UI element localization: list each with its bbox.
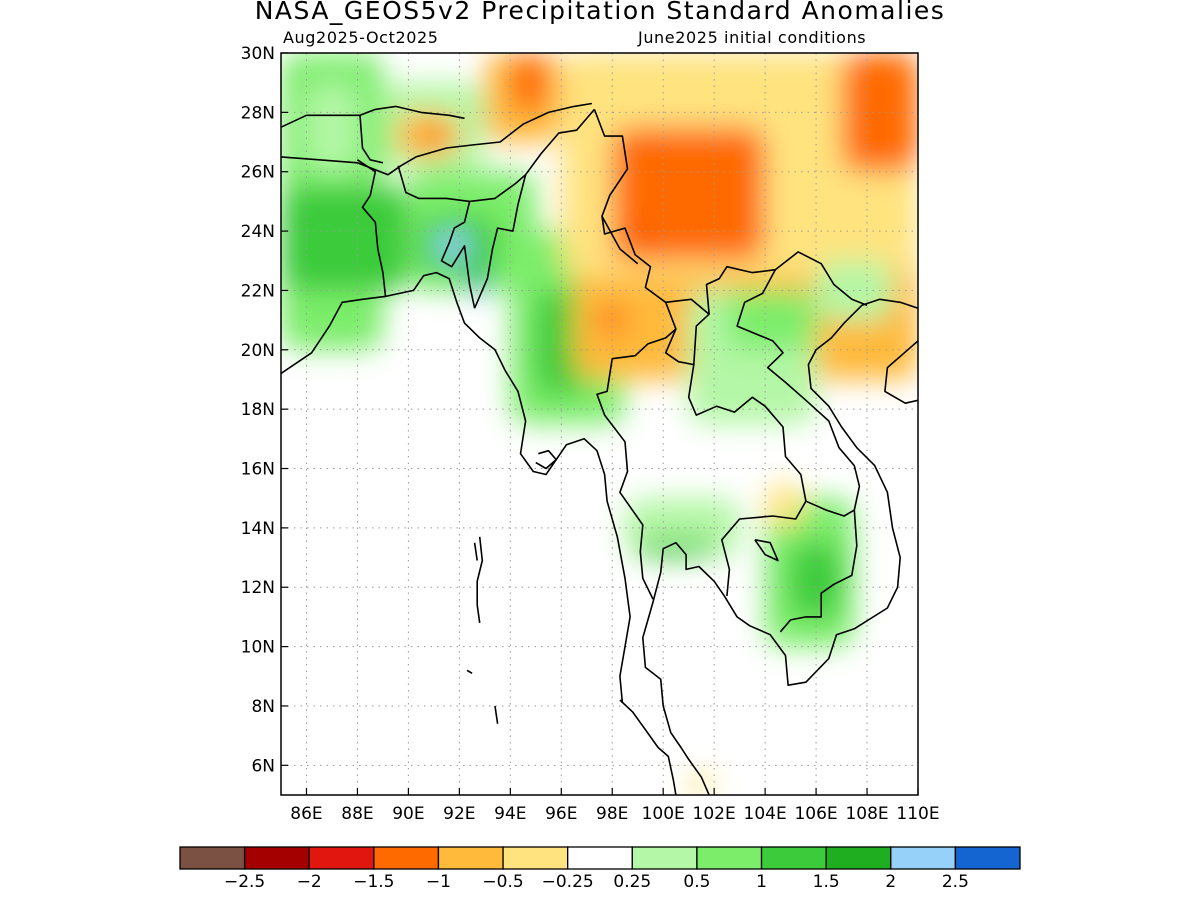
- colorbar-swatch: [825, 846, 892, 870]
- x-tick-label: 98E: [596, 804, 628, 824]
- colorbar-swatch: [890, 846, 957, 870]
- colorbar-swatch: [373, 846, 440, 870]
- y-tick-label: 10N: [241, 638, 275, 658]
- colorbar: −2.5 −2 −1.5 −1 −0.5 −0.25 0.25 0.5 1 1.5 2 2.5: [179, 846, 1021, 892]
- map-axes: 86E 88E 90E 92E 94E 96E 98E 100E 102E 104E 106E 108…: [241, 44, 940, 824]
- y-tick-label: 26N: [241, 163, 275, 183]
- x-tick-label: 86E: [290, 804, 322, 824]
- y-tick-label: 22N: [241, 281, 275, 301]
- anomaly-region: [612, 127, 766, 261]
- anomaly-region: [688, 774, 715, 795]
- y-tick-label: 12N: [241, 578, 275, 598]
- map-frame: [280, 52, 919, 796]
- coastline-segment: [535, 449, 557, 470]
- coastline-segment: [642, 298, 918, 795]
- coastline-segment: [281, 102, 593, 176]
- coastline-segment: [593, 109, 868, 315]
- coastlines-borders: [281, 102, 918, 795]
- initial-conditions-label: June2025 initial conditions: [638, 28, 867, 47]
- colorbar-label: 1.5: [813, 872, 840, 892]
- coastline-segment: [693, 313, 710, 365]
- colorbar-label: −2: [297, 872, 322, 892]
- coastline-segment: [596, 302, 677, 600]
- coastline-segment: [476, 536, 484, 624]
- coastline-segment: [754, 539, 779, 562]
- colorbar-label: 2: [885, 872, 896, 892]
- colorbar-swatch: [243, 846, 310, 870]
- colorbar-swatch: [567, 846, 633, 870]
- coastline-segment: [494, 705, 499, 724]
- anomaly-region: [472, 272, 485, 297]
- y-tick-label: 8N: [251, 697, 275, 717]
- y-tick-label: 24N: [241, 222, 275, 242]
- coastline-segment: [884, 340, 918, 404]
- coastline-segment: [619, 699, 677, 795]
- colorbar-swatch: [308, 846, 375, 870]
- map-gridlines: [281, 53, 918, 795]
- x-tick-label: 92E: [443, 804, 475, 824]
- coastline-segment: [356, 159, 387, 297]
- coastline-segment: [473, 174, 527, 309]
- y-tick-label: 20N: [241, 341, 275, 361]
- x-tick-label: 90E: [392, 804, 424, 824]
- colorbar-label: 2.5: [942, 872, 969, 892]
- anomaly-region: [765, 483, 804, 528]
- colorbar-swatch: [696, 846, 763, 870]
- x-tick-label: 108E: [845, 804, 888, 824]
- y-tick-label: 6N: [251, 756, 275, 776]
- coastline-segment: [469, 108, 596, 203]
- x-tick-label: 110E: [896, 804, 939, 824]
- anomaly-region: [281, 186, 409, 291]
- chart-title: NASA_GEOS5v2 Precipitation Standard Anom…: [254, 0, 946, 25]
- colorbar-swatch: [437, 846, 504, 870]
- y-tick-label: 14N: [241, 519, 275, 539]
- y-tick-label: 18N: [241, 400, 275, 420]
- x-tick-label: 96E: [545, 804, 577, 824]
- coastline-segment: [664, 328, 807, 597]
- y-tick-label: 16N: [241, 460, 275, 480]
- anomaly-region: [421, 127, 447, 148]
- coastline-segment: [281, 105, 465, 128]
- anomaly-region: [637, 539, 715, 558]
- colorbar-swatch: [502, 846, 569, 870]
- coastline-segment: [466, 669, 473, 674]
- y-tick-label: 30N: [241, 44, 275, 64]
- colorbar-label: −1: [426, 872, 451, 892]
- colorbar-label: 1: [756, 872, 767, 892]
- coastline-segment: [601, 215, 639, 265]
- x-tick-label: 88E: [341, 804, 373, 824]
- anomaly-field: [281, 53, 918, 795]
- colorbar-swatch: [954, 846, 1021, 870]
- colorbar-label: −0.5: [482, 872, 523, 892]
- y-tick-label: 28N: [241, 103, 275, 123]
- x-tick-label: 100E: [642, 804, 685, 824]
- colorbar-swatch: [179, 846, 246, 870]
- anomaly-region: [637, 225, 648, 240]
- coastline-segment: [736, 269, 861, 511]
- forecast-period-label: Aug2025-Oct2025: [283, 28, 439, 47]
- coastline-segment: [779, 500, 858, 633]
- colorbar-label: −2.5: [224, 872, 265, 892]
- x-tick-label: 104E: [744, 804, 787, 824]
- coastline-segment: [473, 542, 478, 561]
- anomaly-region: [433, 231, 473, 261]
- coastline-segment: [359, 115, 384, 164]
- x-tick-label: 106E: [794, 804, 837, 824]
- colorbar-swatch: [760, 846, 827, 870]
- colorbar-swatch: [631, 846, 698, 870]
- anomaly-region: [306, 82, 358, 172]
- colorbar-label: 0.25: [613, 872, 651, 892]
- anomaly-region: [726, 290, 817, 350]
- colorbar-label: −1.5: [353, 872, 394, 892]
- anomaly-region: [510, 53, 549, 113]
- colorbar-label: 0.5: [683, 872, 710, 892]
- colorbar-label: −0.25: [542, 872, 594, 892]
- x-tick-label: 94E: [494, 804, 526, 824]
- coastline-segment: [397, 165, 476, 309]
- x-tick-label: 102E: [693, 804, 736, 824]
